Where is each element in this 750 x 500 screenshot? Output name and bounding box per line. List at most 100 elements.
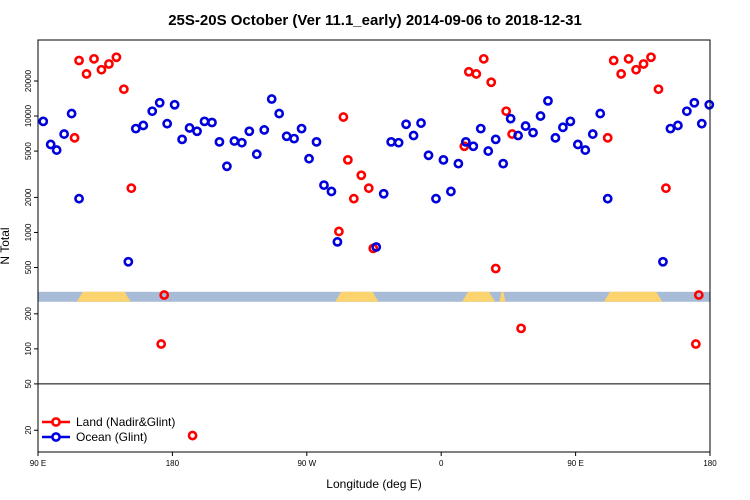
land-point bbox=[363, 183, 374, 194]
ocean-point bbox=[236, 137, 247, 148]
land-segment bbox=[603, 291, 663, 302]
land-point bbox=[631, 64, 641, 75]
plot-frame bbox=[37, 39, 711, 453]
ocean-point bbox=[658, 256, 668, 267]
ocean-point bbox=[587, 129, 598, 139]
ocean-point bbox=[602, 193, 613, 204]
land-point bbox=[118, 84, 129, 95]
ocean-point bbox=[401, 119, 412, 130]
ocean-point bbox=[386, 136, 397, 147]
y-axis-label: N Total bbox=[0, 227, 12, 264]
land-point bbox=[646, 52, 656, 63]
land-point bbox=[690, 339, 701, 349]
land-segment bbox=[499, 291, 506, 302]
land-segment bbox=[76, 291, 131, 302]
land-point bbox=[159, 290, 170, 300]
ocean-point bbox=[665, 123, 676, 134]
ocean-point bbox=[550, 132, 561, 143]
land-point bbox=[490, 263, 501, 274]
ocean-point bbox=[281, 131, 292, 142]
ocean-point bbox=[468, 141, 479, 152]
ocean-point bbox=[229, 136, 240, 146]
land-point bbox=[463, 66, 474, 77]
ocean-point bbox=[169, 99, 180, 110]
land-point bbox=[478, 53, 489, 64]
ocean-point bbox=[259, 125, 270, 135]
legend-marker bbox=[51, 432, 61, 442]
ocean-point bbox=[520, 121, 531, 131]
ocean-point bbox=[66, 108, 77, 119]
legend: Land (Nadir&Glint)Ocean (Glint) bbox=[42, 415, 175, 444]
ocean-point bbox=[45, 139, 56, 150]
y-tick-label: 20 bbox=[24, 425, 33, 434]
y-tick-label: 1000 bbox=[24, 223, 33, 241]
land-point bbox=[111, 52, 122, 63]
land-segment bbox=[462, 291, 495, 302]
land-point bbox=[187, 430, 198, 441]
ocean-point bbox=[505, 113, 516, 124]
y-tick-label: 100 bbox=[24, 342, 33, 356]
land-point bbox=[348, 193, 359, 204]
land-point bbox=[338, 112, 349, 122]
land-point bbox=[516, 323, 526, 334]
ocean-point bbox=[371, 242, 382, 252]
legend-marker bbox=[51, 417, 61, 427]
x-tick-label: 180 bbox=[703, 459, 717, 468]
ocean-point bbox=[580, 145, 591, 155]
y-tick-label: 200 bbox=[24, 307, 33, 321]
ocean-point bbox=[378, 188, 389, 199]
land-point bbox=[638, 59, 649, 69]
ocean-point bbox=[244, 126, 255, 137]
land-point bbox=[156, 339, 167, 349]
y-axis: 20 50 100 200 500 1000 2000 5000 10000 20000 bbox=[24, 69, 38, 435]
land-point bbox=[653, 84, 664, 95]
ocean-point bbox=[565, 116, 576, 127]
ocean-point bbox=[595, 108, 606, 119]
land-segment bbox=[335, 291, 379, 302]
x-tick-label: 90 E bbox=[567, 459, 583, 468]
land-point bbox=[623, 53, 634, 64]
ocean-point bbox=[289, 133, 300, 144]
ocean-point bbox=[431, 193, 441, 204]
land-point bbox=[501, 106, 512, 117]
land-point bbox=[334, 226, 344, 237]
land-point bbox=[69, 132, 80, 143]
ocean-point bbox=[460, 136, 471, 147]
x-tick-label: 0 bbox=[439, 459, 444, 468]
y-tick-label: 10000 bbox=[24, 104, 33, 127]
land-point bbox=[96, 64, 107, 75]
ocean-point bbox=[513, 130, 524, 141]
land-point bbox=[693, 290, 704, 300]
ocean-point bbox=[483, 146, 494, 156]
ocean-point bbox=[332, 236, 343, 247]
x-axis: 90 E 180 90 W 0 90 E 180 bbox=[30, 452, 717, 468]
ocean-point bbox=[696, 118, 707, 129]
ocean-point bbox=[319, 180, 329, 191]
ocean-point bbox=[251, 149, 262, 160]
ocean-point bbox=[138, 120, 149, 131]
land-point bbox=[486, 77, 497, 88]
y-tick-label: 5000 bbox=[24, 142, 33, 160]
ocean-point bbox=[51, 145, 62, 155]
ocean-point bbox=[453, 158, 464, 169]
ocean-point bbox=[207, 117, 217, 128]
ocean-point bbox=[704, 99, 715, 110]
x-tick-label: 90 E bbox=[30, 459, 46, 468]
ocean-point bbox=[266, 94, 277, 104]
ocean-point bbox=[59, 129, 70, 139]
ocean-point bbox=[304, 153, 314, 164]
chart-title: 25S-20S October (Ver 11.1_early) 2014-09… bbox=[168, 12, 582, 29]
ocean-point bbox=[498, 158, 509, 169]
land-point bbox=[602, 132, 613, 143]
land-point bbox=[471, 69, 482, 79]
ocean-point bbox=[162, 118, 173, 129]
ocean-point bbox=[558, 122, 568, 133]
land-point bbox=[126, 183, 137, 194]
land-point bbox=[356, 170, 367, 181]
land-point bbox=[661, 183, 671, 194]
y-tick-label: 20000 bbox=[24, 69, 33, 92]
ocean-point bbox=[154, 97, 165, 108]
land-point bbox=[74, 55, 84, 66]
y-tick-label: 2000 bbox=[24, 188, 33, 206]
